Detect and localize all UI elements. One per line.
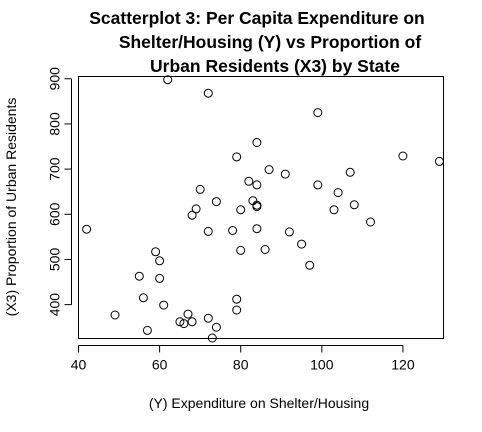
- data-point: [366, 217, 375, 227]
- x-axis-label: (Y) Expenditure on Shelter/Housing: [149, 395, 369, 411]
- data-point: [264, 165, 274, 175]
- x-tick-label: 60: [152, 357, 168, 373]
- data-point: [187, 317, 197, 327]
- data-point: [260, 245, 270, 254]
- x-tick-label: 40: [71, 357, 87, 373]
- data-point: [207, 333, 217, 343]
- data-point: [110, 310, 120, 320]
- data-point: [232, 152, 242, 162]
- data-point: [329, 205, 339, 215]
- data-point: [252, 202, 262, 212]
- data-point: [179, 319, 189, 329]
- x-tick-label: 80: [233, 357, 249, 373]
- data-point: [134, 271, 144, 281]
- y-tick-label: 500: [47, 248, 63, 272]
- data-point: [175, 317, 185, 327]
- chart-title-line-1: Scatterplot 3: Per Capita Expenditure on: [89, 8, 424, 28]
- data-point: [280, 169, 290, 179]
- data-point: [142, 325, 152, 335]
- data-point: [163, 75, 173, 85]
- data-point: [211, 322, 221, 332]
- data-point: [345, 167, 355, 177]
- data-point: [203, 226, 213, 236]
- data-point: [232, 305, 242, 315]
- data-point: [155, 256, 165, 266]
- data-point: [333, 188, 343, 198]
- data-point: [236, 205, 246, 215]
- data-point: [159, 300, 169, 310]
- data-point: [313, 108, 323, 118]
- y-tick-label: 900: [47, 67, 63, 91]
- data-point: [244, 176, 254, 186]
- y-axis: 400 500 600 700 800 900: [47, 67, 72, 316]
- data-point: [434, 156, 444, 166]
- x-tick-label: 100: [310, 357, 334, 373]
- data-point: [236, 245, 246, 255]
- data-point: [252, 224, 262, 234]
- data-point: [138, 293, 148, 303]
- data-point: [252, 180, 262, 190]
- data-point: [211, 197, 221, 207]
- data-point: [252, 138, 262, 147]
- data-points: [82, 75, 444, 343]
- x-axis: 40 60 80 100 120: [71, 345, 415, 373]
- y-tick-label: 400: [47, 293, 63, 317]
- chart-title-line-2: Shelter/Housing (Y) vs Proportion of: [119, 32, 422, 52]
- data-point: [82, 224, 92, 234]
- x-tick-label: 120: [391, 357, 415, 373]
- data-point: [349, 200, 359, 210]
- y-tick-label: 800: [47, 112, 63, 136]
- data-point: [398, 151, 408, 161]
- chart-title: Scatterplot 3: Per Capita Expenditure on…: [89, 8, 424, 76]
- data-point: [203, 313, 213, 323]
- plot-frame: [78, 76, 444, 339]
- data-point: [297, 239, 307, 249]
- data-point: [313, 180, 323, 190]
- data-point: [284, 227, 294, 237]
- data-point: [305, 260, 315, 270]
- data-point: [187, 210, 197, 220]
- data-point: [191, 204, 201, 214]
- data-point: [151, 247, 161, 257]
- y-axis-label: (X3) Proportion of Urban Residents: [3, 98, 19, 317]
- y-tick-label: 600: [47, 202, 63, 226]
- data-point: [183, 309, 193, 319]
- chart-title-line-3: Urban Residents (X3) by State: [150, 56, 400, 76]
- data-point: [228, 226, 238, 235]
- y-tick-label: 700: [47, 157, 63, 181]
- data-point: [232, 294, 242, 304]
- data-point: [195, 184, 205, 194]
- data-point: [203, 88, 213, 98]
- data-point: [155, 273, 165, 283]
